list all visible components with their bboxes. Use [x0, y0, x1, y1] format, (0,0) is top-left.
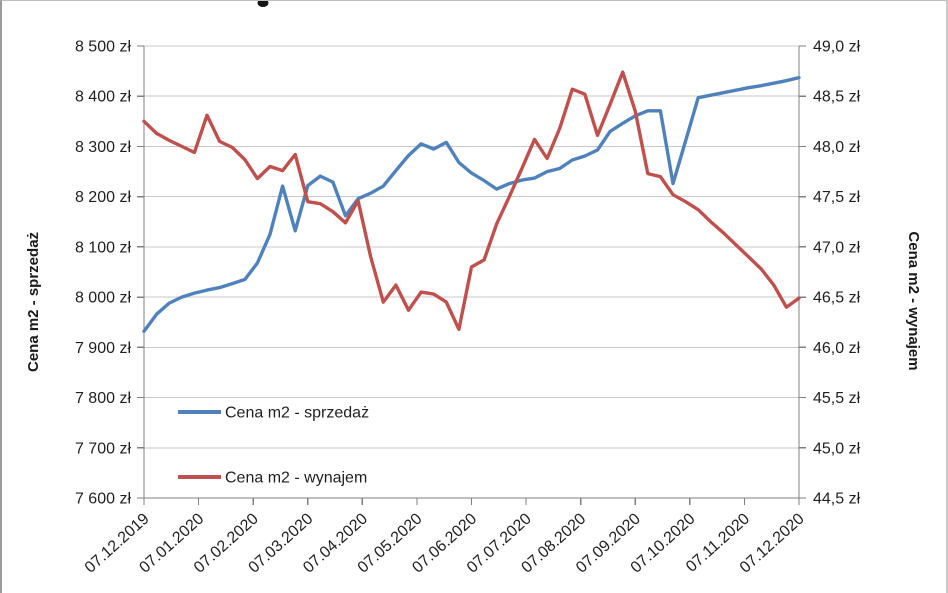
- legend-item: Cena m2 - wynajem: [178, 470, 367, 487]
- left-axis-tick-label: 7 700 zł: [75, 440, 131, 457]
- series-lines: [142, 70, 801, 333]
- right-axis-tick-label: 47,0 zł: [813, 239, 861, 256]
- right-axis-tick-label: 49,0 zł: [813, 39, 861, 56]
- left-axis-tick-label: 8 200 zł: [75, 189, 131, 206]
- legend-item-label: Cena m2 - wynajem: [225, 470, 367, 487]
- right-axis-tick-label: 45,5 zł: [813, 390, 861, 407]
- left-axis-tick-label: 8 300 zł: [75, 139, 131, 156]
- legend-item-label: Cena m2 - sprzedaż: [225, 405, 369, 422]
- left-axis-tick-label: 8 100 zł: [75, 239, 131, 256]
- right-axis-tick-label: 46,5 zł: [813, 290, 861, 307]
- left-axis-ticks: 8 500 zł 8 400 zł 8 300 zł 8 200 zł 8 100 zł…: [75, 39, 144, 508]
- left-axis-tick-label: 8 000 zł: [75, 290, 131, 307]
- right-axis-tick-label: 47,5 zł: [813, 189, 861, 206]
- left-axis-title: Cena m2 - sprzedaż: [25, 232, 42, 372]
- right-axis-tick-label: 46,0 zł: [813, 340, 861, 357]
- right-axis-title: Cena m2 - wynajem: [905, 231, 922, 370]
- legend-item: Cena m2 - sprzedaż: [178, 405, 369, 422]
- left-axis-tick-label: 7 800 zł: [75, 390, 131, 407]
- right-axis-ticks: 49,0 zł 48,5 zł 48,0 zł 47,5 zł 47,0 zł 46,5 …: [799, 39, 861, 508]
- series-line-sprzedaz: [142, 75, 801, 333]
- left-axis-tick-label: 8 400 zł: [75, 89, 131, 106]
- cropped-title-fragment: [257, 1, 269, 7]
- right-axis-tick-label: 45,0 zł: [813, 440, 861, 457]
- left-axis-tick-label: 7 900 zł: [75, 340, 131, 357]
- right-axis-tick-label: 48,0 zł: [813, 139, 861, 156]
- right-axis-tick-label: 44,5 zł: [813, 491, 861, 508]
- left-axis-tick-label: 7 600 zł: [75, 491, 131, 508]
- gridlines: [144, 45, 799, 449]
- series-line-wynajem: [142, 70, 801, 331]
- legend: Cena m2 - sprzedaż Cena m2 - wynajem: [178, 405, 369, 487]
- right-axis-tick-label: 48,5 zł: [813, 89, 861, 106]
- x-axis-ticks: 07.12.201907.01.202007.02.202007.03.2020…: [82, 498, 808, 577]
- left-axis-tick-label: 8 500 zł: [75, 39, 131, 56]
